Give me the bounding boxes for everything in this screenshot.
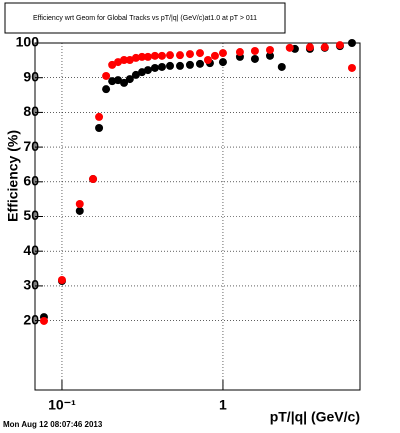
point bbox=[176, 51, 185, 60]
point bbox=[150, 51, 159, 60]
point bbox=[102, 85, 111, 94]
point bbox=[131, 53, 140, 62]
timestamp: Mon Aug 12 08:07:46 2013 bbox=[3, 420, 103, 429]
point bbox=[120, 56, 129, 65]
y-tick-label: 90 bbox=[23, 68, 39, 84]
plot-frame bbox=[34, 42, 361, 391]
point bbox=[210, 51, 219, 60]
point bbox=[235, 48, 244, 57]
point bbox=[125, 56, 134, 65]
point bbox=[195, 49, 204, 58]
point bbox=[75, 206, 84, 215]
point bbox=[143, 66, 152, 75]
point bbox=[95, 124, 104, 133]
y-tick-label: 50 bbox=[23, 207, 39, 223]
x-tick-label: 10⁻¹ bbox=[48, 397, 76, 413]
point bbox=[266, 45, 275, 54]
point bbox=[120, 78, 129, 87]
point bbox=[143, 52, 152, 61]
point bbox=[57, 276, 66, 285]
point bbox=[166, 51, 175, 60]
point bbox=[166, 61, 175, 70]
point bbox=[95, 112, 104, 121]
point bbox=[218, 58, 227, 67]
point bbox=[102, 71, 111, 80]
point bbox=[266, 51, 275, 60]
chart-title: Efficiency wrt Geom for Global Tracks vs… bbox=[33, 15, 257, 22]
point bbox=[39, 316, 48, 325]
point bbox=[108, 77, 117, 86]
x-axis-title: pT/|q| (GeV/c) bbox=[270, 409, 360, 425]
y-tick-label: 40 bbox=[23, 242, 39, 258]
point bbox=[185, 60, 194, 69]
y-tick-label: 20 bbox=[23, 311, 39, 327]
point bbox=[157, 62, 166, 71]
point bbox=[137, 52, 146, 61]
point bbox=[305, 43, 314, 52]
point bbox=[176, 61, 185, 70]
point bbox=[195, 59, 204, 68]
point bbox=[203, 56, 212, 65]
y-tick-label: 80 bbox=[23, 103, 39, 119]
y-tick-label: 60 bbox=[23, 173, 39, 189]
point bbox=[335, 41, 344, 50]
point bbox=[347, 63, 356, 72]
point bbox=[89, 175, 98, 184]
y-axis-title: Efficiency (%) bbox=[5, 130, 21, 222]
point bbox=[218, 49, 227, 58]
point bbox=[114, 58, 123, 67]
point bbox=[250, 46, 259, 55]
point bbox=[131, 70, 140, 79]
y-tick-label: 70 bbox=[23, 138, 39, 154]
point bbox=[320, 43, 329, 52]
point bbox=[125, 75, 134, 84]
title-box bbox=[4, 2, 286, 34]
point bbox=[75, 200, 84, 209]
y-tick-label: 100 bbox=[16, 34, 40, 50]
y-tick-label: 30 bbox=[23, 277, 39, 293]
point bbox=[285, 43, 294, 52]
point bbox=[185, 50, 194, 59]
point bbox=[150, 63, 159, 72]
x-tick-label: 1 bbox=[219, 397, 227, 413]
point bbox=[347, 39, 356, 47]
point bbox=[250, 54, 259, 63]
point bbox=[277, 62, 286, 71]
point bbox=[157, 51, 166, 60]
point bbox=[114, 76, 123, 85]
